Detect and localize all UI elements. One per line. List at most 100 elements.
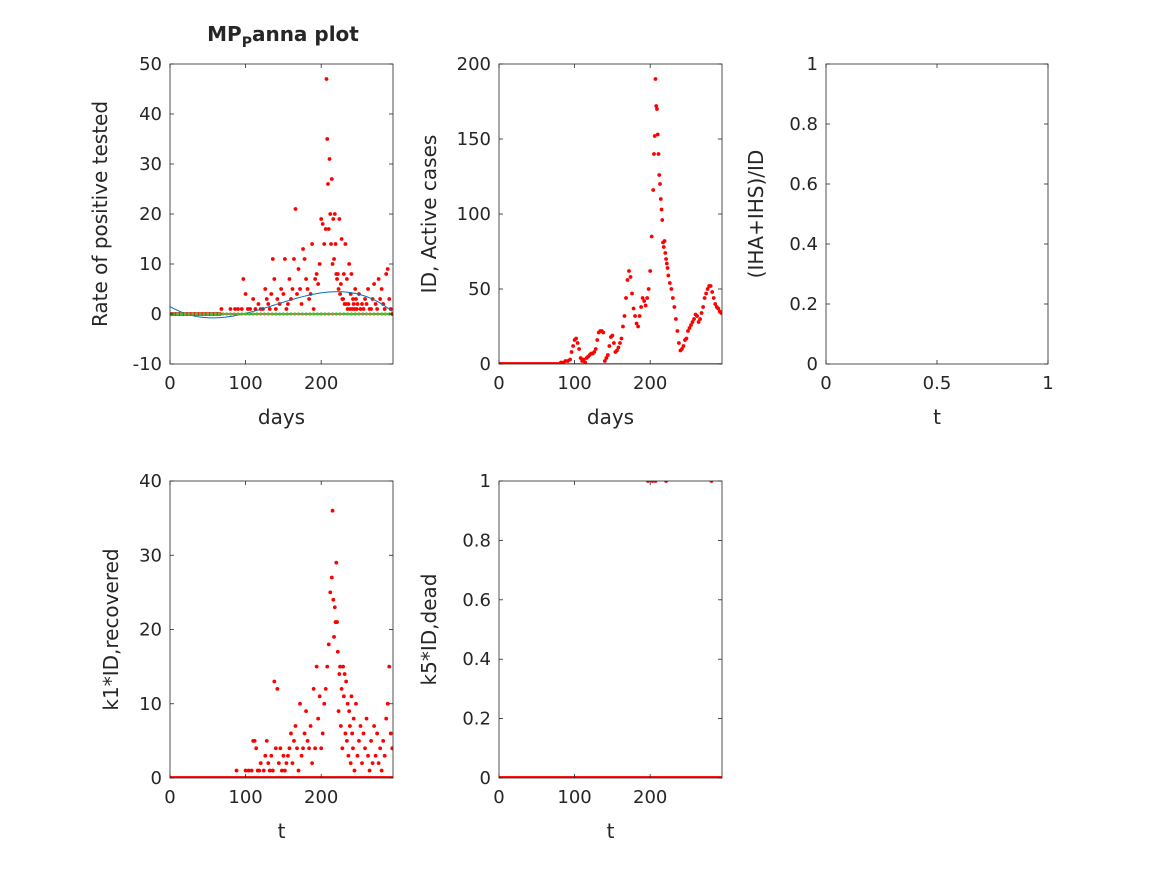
y-tick-label: 1 bbox=[480, 471, 491, 492]
subplot-iha-ihs-ratio: 0 0.5 1 0 0.2 0.4 0.6 0.8 1 t (IHA+IHS)/ID bbox=[744, 54, 1054, 429]
data-point bbox=[664, 257, 668, 261]
data-point bbox=[701, 305, 705, 309]
y-axis-label: Rate of positive tested bbox=[88, 101, 112, 327]
data-point bbox=[618, 341, 622, 345]
data-point bbox=[387, 297, 392, 301]
data-point bbox=[304, 277, 308, 281]
y-tick-label: 30 bbox=[139, 154, 162, 175]
data-point bbox=[364, 302, 369, 306]
x-tick-label: 0 bbox=[820, 373, 831, 394]
data-point bbox=[353, 312, 357, 316]
data-point bbox=[372, 724, 376, 728]
data-point bbox=[616, 345, 621, 350]
x-tick-label: 0 bbox=[164, 373, 175, 394]
data-point bbox=[602, 359, 607, 363]
data-point bbox=[612, 341, 616, 345]
plot-data bbox=[499, 77, 722, 364]
y-tick-label: 150 bbox=[457, 129, 491, 150]
data-point bbox=[283, 768, 287, 773]
data-point bbox=[354, 701, 358, 706]
data-point bbox=[266, 761, 271, 766]
data-point bbox=[346, 312, 350, 316]
data-point bbox=[198, 312, 202, 316]
data-point bbox=[322, 701, 327, 706]
figure-title-main: MP bbox=[207, 22, 242, 46]
data-point bbox=[349, 272, 354, 276]
data-point bbox=[347, 262, 352, 266]
data-point bbox=[175, 312, 180, 316]
data-point bbox=[243, 312, 248, 316]
data-point bbox=[269, 292, 274, 296]
y-tick-label: 10 bbox=[139, 254, 162, 275]
data-point bbox=[335, 272, 340, 276]
data-point bbox=[307, 746, 311, 751]
data-point bbox=[336, 287, 341, 291]
data-point bbox=[313, 746, 318, 751]
data-point bbox=[627, 269, 631, 273]
data-point bbox=[375, 731, 380, 736]
data-point bbox=[351, 746, 355, 751]
data-point bbox=[257, 768, 262, 773]
data-point bbox=[344, 738, 349, 743]
data-point bbox=[344, 679, 349, 684]
data-point bbox=[290, 287, 295, 291]
data-point bbox=[692, 317, 696, 321]
data-point bbox=[264, 738, 269, 743]
data-point bbox=[366, 753, 370, 758]
data-point bbox=[307, 297, 311, 301]
data-point bbox=[672, 305, 677, 309]
y-axis-label: k5*ID,dead bbox=[417, 574, 441, 686]
data-point bbox=[681, 344, 686, 348]
data-point bbox=[241, 277, 246, 281]
y-tick-label: 0 bbox=[151, 304, 162, 325]
data-point bbox=[631, 306, 636, 311]
data-point bbox=[696, 320, 701, 324]
data-point bbox=[331, 597, 336, 602]
data-point bbox=[687, 326, 692, 330]
data-point bbox=[684, 336, 689, 341]
data-point bbox=[343, 242, 348, 246]
data-point bbox=[319, 312, 323, 316]
data-point bbox=[577, 347, 582, 351]
data-point bbox=[339, 687, 344, 691]
data-point bbox=[663, 251, 668, 255]
data-point bbox=[287, 277, 292, 281]
data-point bbox=[225, 312, 229, 316]
data-point bbox=[319, 746, 324, 751]
data-point bbox=[345, 701, 350, 706]
data-point bbox=[652, 134, 657, 138]
data-point bbox=[376, 312, 380, 316]
data-point bbox=[292, 738, 296, 743]
data-point bbox=[275, 297, 280, 301]
y-tick-label: 0.4 bbox=[462, 649, 491, 670]
data-point bbox=[301, 247, 305, 251]
data-point bbox=[267, 307, 272, 311]
data-point bbox=[324, 77, 329, 81]
data-point bbox=[372, 312, 376, 316]
data-point bbox=[293, 312, 297, 316]
data-point bbox=[283, 257, 287, 261]
data-point bbox=[219, 307, 224, 311]
data-point bbox=[209, 312, 214, 316]
y-tick-label: 0.6 bbox=[789, 174, 818, 195]
data-point bbox=[305, 738, 310, 743]
data-point bbox=[385, 701, 390, 706]
data-point bbox=[263, 753, 268, 758]
data-point bbox=[379, 287, 384, 291]
data-point bbox=[669, 287, 674, 291]
data-point bbox=[251, 312, 255, 316]
data-point bbox=[643, 303, 648, 308]
y-tick-label: 30 bbox=[139, 545, 162, 566]
x-tick-label: 200 bbox=[304, 373, 338, 394]
x-tick-label: 0 bbox=[164, 787, 175, 808]
x-axis-label: t bbox=[607, 819, 615, 843]
data-point bbox=[327, 312, 331, 316]
data-point bbox=[649, 234, 654, 239]
data-point bbox=[352, 768, 357, 773]
data-point bbox=[361, 312, 365, 316]
data-point bbox=[658, 182, 662, 186]
data-point bbox=[373, 302, 378, 306]
figure-title-rest: anna plot bbox=[252, 22, 359, 46]
data-point bbox=[341, 272, 346, 276]
data-point bbox=[652, 152, 656, 156]
